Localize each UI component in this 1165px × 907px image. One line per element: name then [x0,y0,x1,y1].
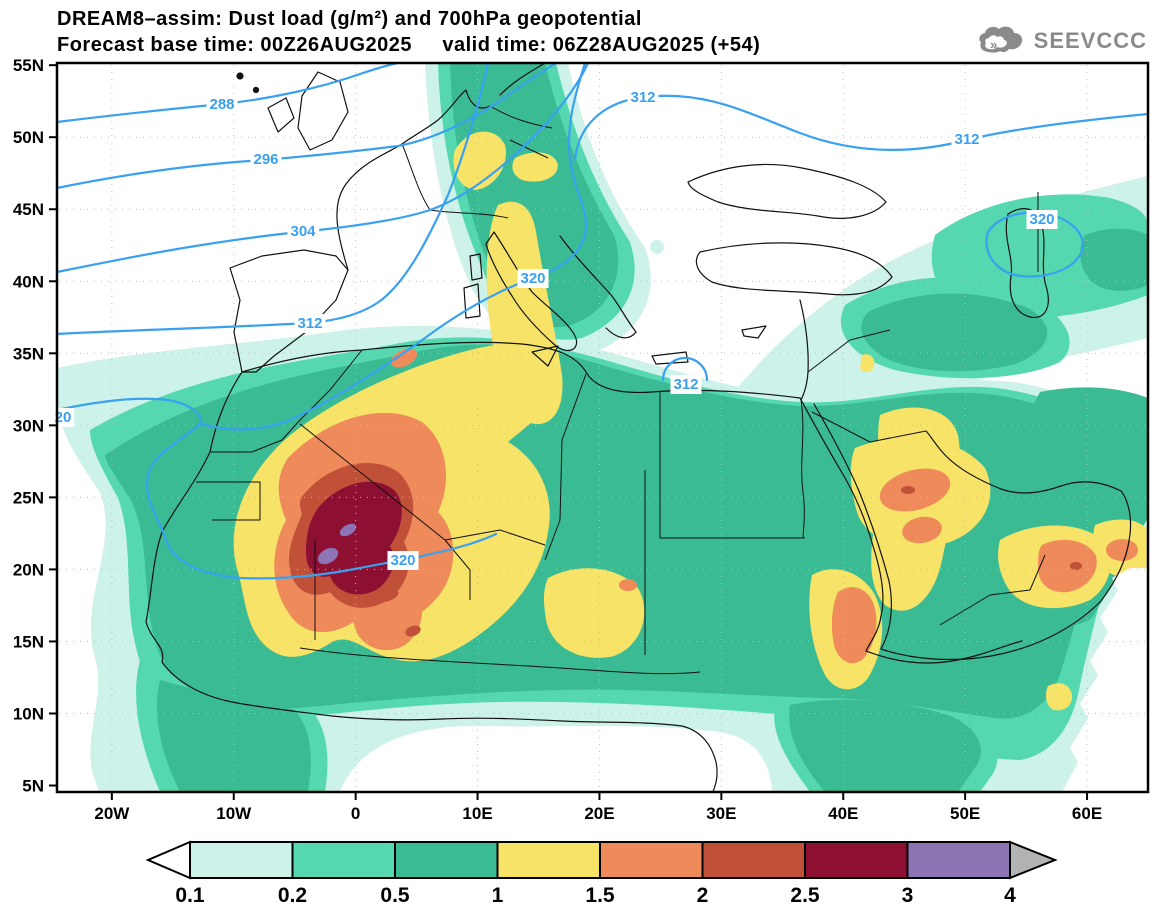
geopotential-contour-label: 312 [627,88,659,107]
axis-ticks [49,64,1089,800]
colorbar-cell [394,841,499,879]
lat-axis-labels: 55N 50N 45N 40N 35N 30N 25N 20N 15N 10N 5N [13,56,44,795]
colorbar-cell [496,841,601,879]
lon-tick-label: 50E [950,804,980,823]
svg-text:312: 312 [297,315,322,332]
svg-text:312: 312 [673,376,698,393]
svg-text:296: 296 [253,151,278,168]
lon-axis-labels: 20W 10W 0 10E 20E 30E 40E 50E 60E [94,804,1102,823]
lon-tick-label: 60E [1072,804,1102,823]
lat-tick-label: 35N [13,344,44,363]
map-canvas: 288 296 304 312 320 312 312 320 312 20 320 55N 50N 4… [13,56,1150,823]
lat-tick-label: 50N [13,128,44,147]
lon-tick-label: 20E [584,804,614,823]
svg-text:312: 312 [954,131,979,148]
colorbar-under-arrow [145,840,191,880]
geopotential-contour-label: 312 [670,375,702,394]
colorbar: 0.1 0.2 0.5 1 1.5 2 2.5 3 4 [145,840,1058,907]
colorbar-tick-label: 0.1 [175,884,205,907]
colorbar-tick-label: 1 [492,884,504,907]
geopotential-contour-label: 320 [1026,210,1058,229]
lat-tick-label: 40N [13,272,44,291]
logo-text: SEEVCCC [1033,28,1147,53]
svg-text:320: 320 [390,552,415,569]
country-borders [196,105,1046,675]
svg-text:320: 320 [1029,211,1054,228]
colorbar-cell [599,841,704,879]
colorbar-tick-label: 2 [697,884,709,907]
colorbar-cell [701,841,806,879]
colorbar-cell [291,841,396,879]
map-frame [55,61,1150,794]
seevccc-logo: » SEEVCCC [976,24,1147,58]
lon-tick-label: 30E [706,804,736,823]
lat-tick-label: 5N [22,777,44,796]
lon-tick-label: 0 [351,804,360,823]
colorbar-cell [189,841,294,879]
lon-tick-label: 10W [216,804,252,823]
colorbar-tick-label: 4 [1004,884,1016,907]
geopotential-contour-label: 320 [517,269,549,288]
colorbar-tick-label: 2.5 [790,884,820,907]
geopotential-contour-label: 312 [951,130,983,149]
dust-fill-layer [57,63,1148,792]
colorbar-tick-label: 0.2 [278,884,307,907]
colorbar-tick-label: 1.5 [585,884,615,907]
lat-tick-label: 30N [13,416,44,435]
geopotential-contour-label: 288 [206,95,238,114]
lon-tick-label: 40E [828,804,858,823]
geopotential-contour-label: 320 [387,551,419,570]
svg-text:320: 320 [520,270,545,287]
colorbar-tick-label: 3 [902,884,914,907]
lat-tick-label: 45N [13,200,44,219]
colorbar-cell [804,841,909,879]
colorbar-tick-label: 0.5 [380,884,410,907]
lat-tick-label: 25N [13,488,44,507]
cloud-chevrons: » [990,37,997,52]
svg-text:20: 20 [55,409,72,426]
geopotential-contour-label: 312 [294,314,326,333]
svg-text:304: 304 [290,223,316,240]
page-title: DREAM8–assim: Dust load (g/m²) and 700hP… [57,8,642,30]
colorbar-over-arrow [1009,840,1058,880]
cloud-icon: » [979,26,1022,53]
svg-text:312: 312 [630,89,655,106]
colorbar-cell [906,841,1011,879]
lon-tick-label: 20W [94,804,130,823]
lat-tick-label: 20N [13,560,44,579]
geopotential-contour-label: 296 [250,150,282,169]
svg-text:288: 288 [209,96,234,113]
lat-tick-label: 10N [13,704,44,723]
page-subtitle: Forecast base time: 00Z26AUG2025 valid t… [57,34,761,56]
lat-tick-label: 55N [13,56,44,75]
geopotential-contour-label: 20 [51,408,75,427]
lat-tick-label: 15N [13,632,44,651]
lon-tick-label: 10E [462,804,492,823]
geopotential-contour-label: 304 [287,222,320,241]
contour-labels: 288 296 304 312 320 312 312 320 312 20 320 [51,88,1058,570]
